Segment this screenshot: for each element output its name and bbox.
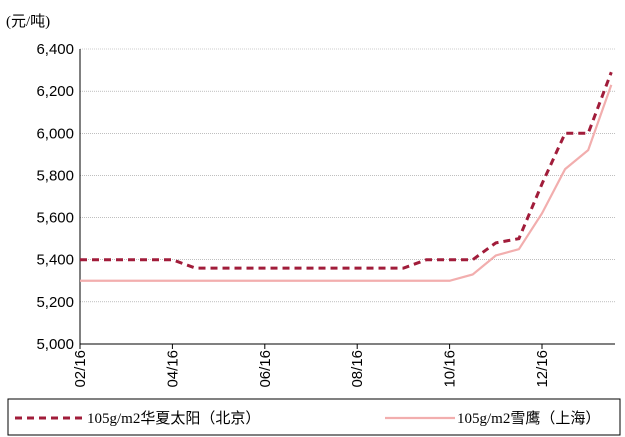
x-tick-label: 02/16 [72, 350, 89, 388]
y-tick-label: 5,000 [36, 336, 74, 353]
y-tick-label: 6,200 [36, 83, 74, 100]
y-tick-label: 5,600 [36, 210, 74, 227]
legend-label: 105g/m2华夏太阳（北京） [87, 410, 260, 427]
x-tick-label: 12/16 [534, 350, 551, 388]
legend-label: 105g/m2雪鹰（上海） [457, 410, 600, 427]
line-series [80, 71, 613, 270]
y-tick-label: 5,200 [36, 294, 74, 311]
legend-box [7, 398, 621, 436]
x-tick-label: 06/16 [257, 350, 274, 388]
y-tick-label: 5,400 [36, 252, 74, 269]
y-tick-label: 6,400 [36, 41, 74, 58]
line-series [80, 84, 613, 282]
y-tick-label: 5,800 [36, 167, 74, 184]
y-tick-label: 6,000 [36, 125, 74, 142]
x-tick-label: 04/16 [164, 350, 181, 388]
y-axis-label: (元/吨) [6, 13, 50, 30]
x-tick-label: 08/16 [349, 350, 366, 388]
x-tick-label: 10/16 [442, 350, 459, 388]
